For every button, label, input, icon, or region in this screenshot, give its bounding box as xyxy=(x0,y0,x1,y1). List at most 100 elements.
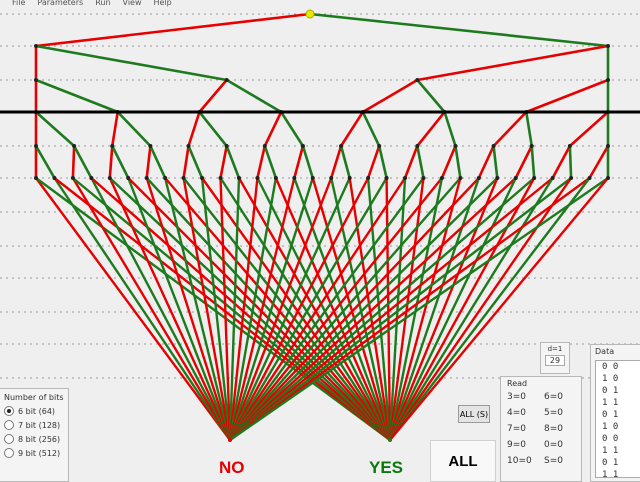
tree-node xyxy=(513,176,518,180)
outcome-edge xyxy=(228,177,314,441)
bits-option-0[interactable]: 6 bit (64) xyxy=(4,406,68,416)
outcome-edge xyxy=(388,177,407,441)
count-value: 29 xyxy=(545,355,565,366)
outcome-edge xyxy=(229,177,535,441)
outcome-edge xyxy=(229,177,591,441)
tree-node xyxy=(34,176,38,180)
menu-item-run[interactable]: Run xyxy=(95,0,111,7)
outcome-edge xyxy=(145,177,391,441)
tree-node xyxy=(52,176,57,180)
radio-icon[interactable] xyxy=(4,420,14,430)
yes-node xyxy=(388,438,392,442)
tree-edge xyxy=(301,145,315,179)
tree-edge xyxy=(416,79,446,113)
tree-node xyxy=(453,144,458,148)
radio-icon[interactable] xyxy=(4,448,14,458)
radio-icon[interactable] xyxy=(4,434,14,444)
data-row: 0 1 xyxy=(602,410,619,420)
menu-item-parameters[interactable]: Parameters xyxy=(37,0,84,7)
tree-edge xyxy=(110,111,119,147)
tree-node xyxy=(569,176,574,180)
tree-node xyxy=(34,44,38,48)
tree-edge xyxy=(72,145,93,179)
outcome-edge xyxy=(219,177,392,441)
tree-node xyxy=(70,176,75,180)
tree-edge xyxy=(149,145,167,179)
root-node xyxy=(305,9,315,19)
no-node xyxy=(228,438,232,442)
data-list[interactable]: 0 0 1 0 0 1 1 1 0 1 1 0 0 0 1 1 0 1 1 1 xyxy=(595,360,640,478)
tree-edge xyxy=(416,111,446,147)
read-value: 5=0 xyxy=(544,408,563,418)
tree-node xyxy=(403,176,408,180)
tree-node xyxy=(89,176,94,180)
outcome-edge xyxy=(388,177,425,441)
outcome-edge xyxy=(228,177,259,441)
tree-node xyxy=(292,176,297,180)
outcome-edge xyxy=(330,177,392,441)
bits-option-3[interactable]: 9 bit (512) xyxy=(4,448,68,458)
tree-edge xyxy=(477,145,495,179)
outcome-edge xyxy=(366,177,392,441)
menu-item-file[interactable]: File xyxy=(12,0,26,7)
bits-option-2[interactable]: 8 bit (256) xyxy=(4,434,68,444)
tree-node xyxy=(72,144,77,148)
outcome-edge xyxy=(388,177,499,441)
outcome-edge xyxy=(237,177,392,441)
outcome-edge xyxy=(90,177,391,441)
outcome-edge xyxy=(348,177,392,441)
tree-edge xyxy=(35,44,227,82)
tree-node xyxy=(415,144,420,148)
all-button[interactable]: ALL xyxy=(430,440,496,482)
bits-option-label: 7 bit (128) xyxy=(18,420,61,430)
tree-node xyxy=(144,176,149,180)
outcome-edge xyxy=(388,177,462,441)
tree-edge xyxy=(35,78,119,114)
bits-option-label: 8 bit (256) xyxy=(18,434,61,444)
tree-edge xyxy=(145,145,152,179)
tree-node xyxy=(587,176,592,180)
tree-node xyxy=(606,176,610,180)
tree-edge xyxy=(551,145,572,179)
read-value: 6=0 xyxy=(544,392,563,402)
tree-edge xyxy=(443,111,457,147)
tree-node xyxy=(163,176,168,180)
tree-edge xyxy=(514,145,533,179)
tree-edge xyxy=(35,12,311,48)
data-row: 1 1 xyxy=(602,398,619,408)
data-row: 1 1 xyxy=(602,446,619,456)
tree-edge xyxy=(293,145,305,179)
data-panel: Data 0 0 1 0 0 1 1 1 0 1 1 0 0 0 1 1 0 1 1 1 xyxy=(590,344,640,482)
tree-edge xyxy=(525,111,534,147)
outcome-edge xyxy=(229,177,609,441)
outcome-edge xyxy=(388,177,517,441)
tree-node xyxy=(255,176,260,180)
count-box: d=1 29 xyxy=(540,342,570,374)
tree-node xyxy=(415,78,420,82)
outcome-edge xyxy=(108,177,391,441)
outcome-edge xyxy=(201,177,391,441)
tree-edge xyxy=(187,111,201,147)
outcome-edge xyxy=(388,177,536,441)
outcome-edge xyxy=(229,177,407,441)
tree-edge xyxy=(339,145,351,179)
menu-item-view[interactable]: View xyxy=(122,0,142,7)
no-outcome-label: NO xyxy=(219,458,245,477)
tree-edge xyxy=(198,79,228,113)
outcome-edge xyxy=(72,177,391,441)
outcome-edge xyxy=(108,177,232,441)
tree-node xyxy=(181,176,186,180)
tree-edge xyxy=(226,78,282,114)
outcome-edge xyxy=(53,177,231,441)
tree-edge xyxy=(416,145,425,179)
read-value: 7=0 xyxy=(507,424,526,434)
bits-option-1[interactable]: 7 bit (128) xyxy=(4,420,68,430)
tree-node xyxy=(224,144,229,148)
outcome-edge xyxy=(228,177,388,441)
tree-edge xyxy=(34,145,56,179)
tree-edge xyxy=(309,12,609,48)
all-small-button[interactable]: ALL (S) xyxy=(458,405,490,423)
menu-item-help[interactable]: Help xyxy=(153,0,172,7)
radio-icon[interactable] xyxy=(4,406,14,416)
outcome-edge xyxy=(219,177,232,441)
